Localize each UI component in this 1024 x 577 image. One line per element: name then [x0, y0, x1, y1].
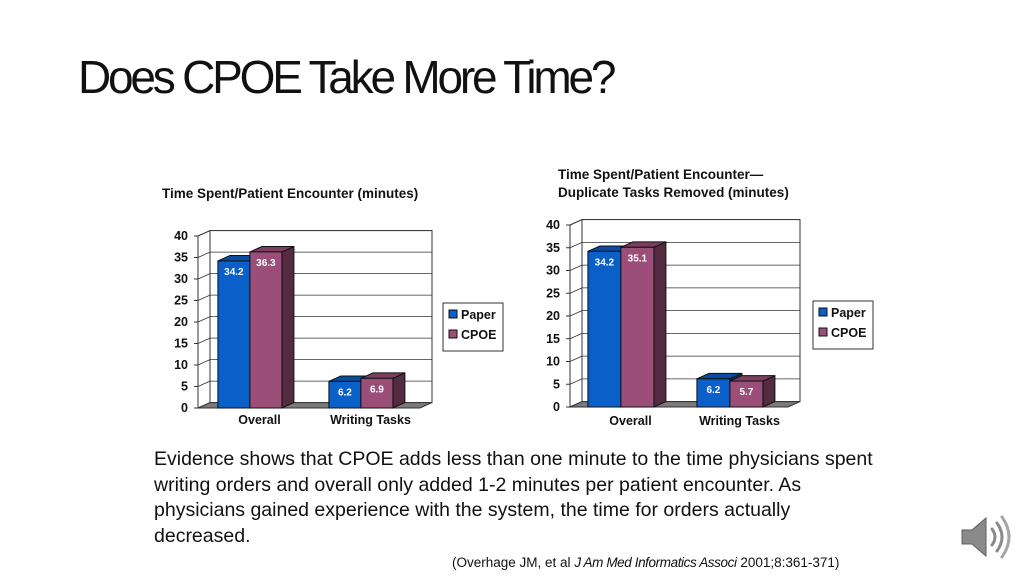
- chart2-bar-paper-overall-front: [587, 250, 622, 408]
- chart1-gridline-side: [197, 273, 211, 280]
- body-text: Evidence shows that CPOE adds less than …: [154, 448, 873, 547]
- slide-title: Does CPOE Take More Time?: [78, 51, 616, 103]
- chart1-ytick-label: 15: [174, 337, 188, 351]
- chart1-bar-paper-writing-tasks-front: [328, 380, 362, 409]
- chart1-bar-paper-overall-front: [217, 260, 251, 409]
- chart-time-spent-svg: Time Spent/Patient Encounter (minutes) 0 5…: [162, 186, 504, 427]
- chart2-data-label: 5.7: [739, 387, 753, 398]
- chart-time-spent: Time Spent/Patient Encounter (minutes) 0 5…: [150, 178, 520, 433]
- chart-duplicate-removed-svg: Time Spent/Patient Encounter— Duplicate T…: [546, 167, 874, 428]
- chart1-data-label: 6.2: [338, 387, 352, 398]
- chart2-gridline-side: [569, 241, 583, 249]
- chart1-gridline-side: [197, 359, 211, 366]
- chart2-legend-label-paper: Paper: [831, 306, 866, 320]
- chart1-ytick-label: 0: [181, 401, 188, 415]
- chart2-gridline-side: [569, 332, 583, 340]
- chart1-ytick-label: 30: [174, 272, 188, 286]
- chart2-gridline-side: [569, 310, 583, 317]
- chart2-bar-cpoe-overall-front: [620, 246, 655, 408]
- chart2-ytick-label: 10: [546, 355, 560, 369]
- chart1-legend-swatch-cpoe: [448, 329, 458, 339]
- chart1-legend: Paper CPOE: [442, 302, 504, 352]
- chart-duplicate-removed: Time Spent/Patient Encounter— Duplicate T…: [520, 160, 890, 435]
- chart2-ytick-label: 30: [546, 264, 560, 278]
- chart2-gridline-side: [569, 264, 583, 271]
- chart1-bar-cpoe-overall: [249, 245, 295, 409]
- chart1-category-label: Overall: [238, 413, 280, 427]
- chart1-bar-cpoe-writing-tasks: [360, 372, 406, 409]
- chart2-ytick-label: 35: [546, 241, 560, 255]
- chart2-ytick-label: 40: [546, 218, 560, 232]
- chart2-legend: Paper CPOE: [812, 300, 874, 350]
- chart1-gridline-side: [197, 251, 211, 258]
- chart2-legend-swatch-cpoe: [818, 327, 828, 337]
- chart2-ytick-label: 15: [546, 332, 560, 346]
- chart2-bar-cpoe-writing-tasks-front: [729, 380, 764, 408]
- chart2-bar-cpoe-overall-side: [653, 241, 667, 408]
- citation-prefix: (Overhage JM, et al: [452, 555, 575, 570]
- chart1-gridline-side: [197, 337, 211, 344]
- chart2-data-label: 6.2: [706, 385, 720, 396]
- chart2-category-label: Writing Tasks: [699, 414, 780, 428]
- citation-suffix: 2001;8:361-371): [736, 555, 840, 570]
- chart1-ytick-label: 40: [174, 229, 188, 243]
- chart1-legend-label-cpoe: CPOE: [461, 328, 496, 342]
- chart1-category-label: Writing Tasks: [330, 413, 411, 427]
- chart2-gridline-side: [569, 378, 583, 385]
- chart1-gridline-side: [197, 230, 211, 237]
- chart1-bar-cpoe-writing-tasks-side: [392, 372, 406, 409]
- chart2-data-label: 35.1: [628, 253, 648, 264]
- chart1-bar-cpoe-overall-side: [281, 245, 295, 409]
- chart2-gridline-side: [569, 355, 583, 362]
- chart2-ytick-label: 25: [546, 286, 560, 300]
- chart1-gridline-side: [197, 316, 211, 323]
- chart2-ytick-label: 5: [553, 377, 560, 391]
- chart1-data-label: 6.9: [370, 384, 384, 395]
- chart1-data-label: 34.2: [224, 267, 244, 278]
- chart1-legend-label-paper: Paper: [461, 308, 496, 322]
- chart2-bar-paper-writing-tasks-front: [696, 378, 731, 408]
- chart2-ytick-label: 0: [553, 400, 560, 414]
- chart2-gridline-side: [569, 287, 583, 294]
- chart1-gridline-side: [197, 294, 211, 301]
- chart1-legend-box: [442, 302, 504, 352]
- chart1-legend-swatch-paper: [448, 309, 458, 319]
- chart2-category-label: Overall: [609, 414, 651, 428]
- chart2-data-label: 34.2: [595, 257, 615, 268]
- chart2-legend-swatch-paper: [818, 307, 828, 317]
- chart1-gridline-side: [197, 380, 211, 387]
- citation: (Overhage JM, et al J Am Med Informatics…: [452, 555, 839, 570]
- speaker-icon[interactable]: [958, 512, 1012, 562]
- chart2-gridline-side: [569, 219, 583, 226]
- chart2-legend-label-cpoe: CPOE: [831, 326, 866, 340]
- chart1-bar-cpoe-overall-front: [249, 251, 283, 409]
- chart1-ytick-label: 10: [174, 358, 188, 372]
- chart1-data-label: 36.3: [256, 258, 276, 269]
- chart1-ytick-label: 5: [181, 380, 188, 394]
- chart1-ytick-label: 25: [174, 294, 188, 308]
- chart2-title: Duplicate Tasks Removed (minutes): [558, 185, 789, 200]
- chart2-bar-cpoe-writing-tasks: [729, 374, 776, 408]
- citation-journal: J Am Med Informatics Associ: [574, 555, 737, 570]
- chart2-title: Time Spent/Patient Encounter—: [558, 167, 764, 182]
- chart1-bar-cpoe-writing-tasks-front: [360, 377, 394, 409]
- chart2-bar-cpoe-overall: [620, 241, 667, 408]
- chart1-ytick-label: 20: [174, 315, 188, 329]
- chart1-ytick-label: 35: [174, 251, 188, 265]
- chart1-title: Time Spent/Patient Encounter (minutes): [162, 186, 418, 201]
- chart2-ytick-label: 20: [546, 309, 560, 323]
